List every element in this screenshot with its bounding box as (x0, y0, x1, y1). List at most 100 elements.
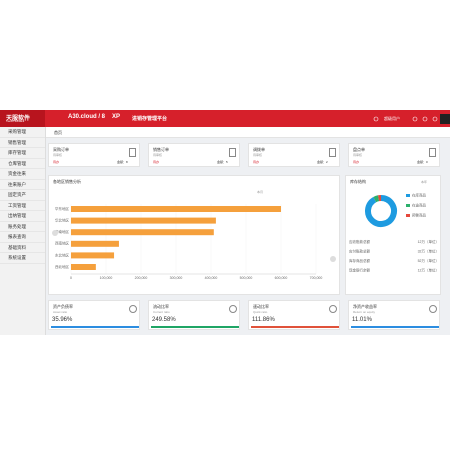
card-flag: 待办 (353, 160, 360, 164)
card-title: 销售订单 (153, 147, 169, 152)
menu-item[interactable]: 基础资料 (0, 243, 45, 253)
progress-bar (151, 326, 239, 328)
logo: 天服软件 (6, 116, 31, 122)
x-tick-label: 400,000 (205, 276, 218, 280)
x-tick-label: 600,000 (275, 276, 288, 280)
edition: XP (112, 114, 121, 120)
pie-slice (365, 195, 397, 227)
summary-value: 12万（单位） (418, 267, 439, 272)
card-title: 调拨单 (253, 147, 265, 152)
menu-item[interactable]: 工资管理 (0, 201, 45, 211)
card-title: 资产负债率 (53, 304, 73, 309)
legend-label: 预警商品 (412, 212, 426, 217)
card-icon (429, 148, 436, 157)
bar-chart: 0 100,000 200,000 300,000 400,000 500,000 600,… (52, 204, 336, 280)
bar (71, 229, 214, 236)
legend-swatch (406, 214, 410, 217)
bar (71, 252, 115, 259)
card-icon (229, 305, 237, 313)
pie-panel: 库存结构 本年 在库商品 在途商品 预警商品 应收账款总额 12万（单位） 应付账款总额 3… (345, 175, 441, 295)
summary-label: 现金银行余额 (349, 267, 370, 272)
period[interactable]: 本月 (257, 190, 264, 194)
platform: 进销存管理平台 (132, 116, 168, 122)
card-icon (329, 305, 337, 313)
card-value: 111.86% (252, 317, 275, 323)
card-flag: 待办 (53, 160, 60, 164)
stat-card: 采购订单 待审核 待办 金额：8 (48, 143, 140, 167)
legend-label: 在库商品 (412, 192, 426, 197)
legend-swatch (406, 194, 410, 197)
panel-title: 库存结构 (350, 179, 366, 184)
menu-item[interactable]: 销售管理 (0, 138, 45, 148)
stat-card: 销售订单 待审核 待办 金额：5 (148, 143, 240, 167)
card-amount: 金额：5 (217, 160, 228, 164)
tab-bar: 首页 (46, 127, 450, 138)
x-tick-label: 500,000 (240, 276, 253, 280)
summary-value: 12万（单位） (418, 239, 439, 244)
menu-item[interactable]: 固定资产 (0, 190, 45, 201)
card-value: 249.58% (152, 317, 176, 323)
bar (71, 217, 216, 224)
tab[interactable]: 首页 (54, 130, 62, 135)
logo-box: 天服软件 TianFu Software (0, 110, 45, 127)
bar (71, 240, 119, 247)
ratio-card: 资产负债率 Asset ratio 35.96% (48, 300, 140, 330)
menu-item[interactable]: 库存管理 (0, 148, 45, 159)
header-icons (373, 114, 450, 124)
summary-label: 库存商品总额 (349, 258, 370, 263)
header: 天服软件 TianFu Software A30.cloud / 8 XP 进销… (0, 110, 450, 127)
card-title: 流动比率 (153, 304, 169, 309)
bar (71, 264, 96, 270)
menu-item[interactable]: 账务处理 (0, 222, 45, 232)
card-icon (129, 305, 137, 313)
menu-item[interactable]: 系统设置 (0, 253, 45, 264)
progress-bar (351, 326, 439, 328)
legend-label: 在途商品 (412, 202, 426, 207)
ratio-card: 流动比率 Current ratio 249.58% (148, 300, 240, 330)
next-button[interactable] (330, 256, 336, 262)
card-icon (229, 148, 236, 157)
y-tick-label: 华东地区 (55, 206, 69, 211)
x-tick-label: 300,000 (170, 276, 183, 280)
x-tick-label: 0 (70, 276, 72, 280)
y-tick-label: 西南地区 (55, 241, 69, 246)
pie-slice (373, 195, 380, 203)
card-title: 采购订单 (53, 147, 69, 152)
menu-item[interactable]: 资金往来 (0, 169, 45, 180)
y-tick-label: 华南地区 (55, 229, 69, 234)
card-sub: 待审核 (353, 153, 363, 157)
bar-panel: 各地区销售分析 本月 0 100,000 200,000 300,000 400,000… (48, 175, 340, 295)
legend-swatch (406, 204, 410, 207)
period[interactable]: 本年 (421, 180, 428, 184)
menu-item[interactable]: 仓库管理 (0, 159, 45, 169)
menu-item[interactable]: 采购管理 (0, 127, 45, 138)
card-icon (429, 305, 437, 313)
prev-button[interactable] (52, 230, 58, 236)
menu-item[interactable]: 报表查询 (0, 232, 45, 243)
menu-item[interactable]: 出纳管理 (0, 211, 45, 222)
card-value: 35.96% (52, 317, 73, 323)
ratio-card: 速动比率 Quick ratio 111.86% (248, 300, 340, 330)
card-sub: Quick ratio (253, 310, 268, 314)
x-tick-label: 200,000 (135, 276, 148, 280)
card-title: 速动比率 (253, 304, 269, 309)
card-sub: Current ratio (153, 310, 170, 314)
sidebar: 采购管理 销售管理 库存管理 仓库管理 资金往来 往来账户 固定资产 工资管理 出纳管理 账务处理… (0, 127, 46, 335)
card-title: 净资产收益率 (353, 304, 377, 309)
card-amount: 金额：8 (117, 160, 128, 164)
menu-item[interactable]: 往来账户 (0, 180, 45, 190)
summary-label: 应收账款总额 (349, 239, 370, 244)
user[interactable]: 超级用户 (384, 116, 400, 121)
card-icon (129, 148, 136, 157)
card-sub: 待审核 (253, 153, 263, 157)
card-value: 11.01% (352, 317, 372, 323)
card-amount: 金额：2 (317, 160, 328, 164)
card-sub: Asset ratio (53, 310, 68, 314)
y-tick-label: 华北地区 (55, 218, 69, 223)
card-title: 盘点单 (353, 147, 365, 152)
bar (71, 206, 281, 212)
card-flag: 待办 (253, 160, 260, 164)
progress-bar (51, 326, 139, 328)
